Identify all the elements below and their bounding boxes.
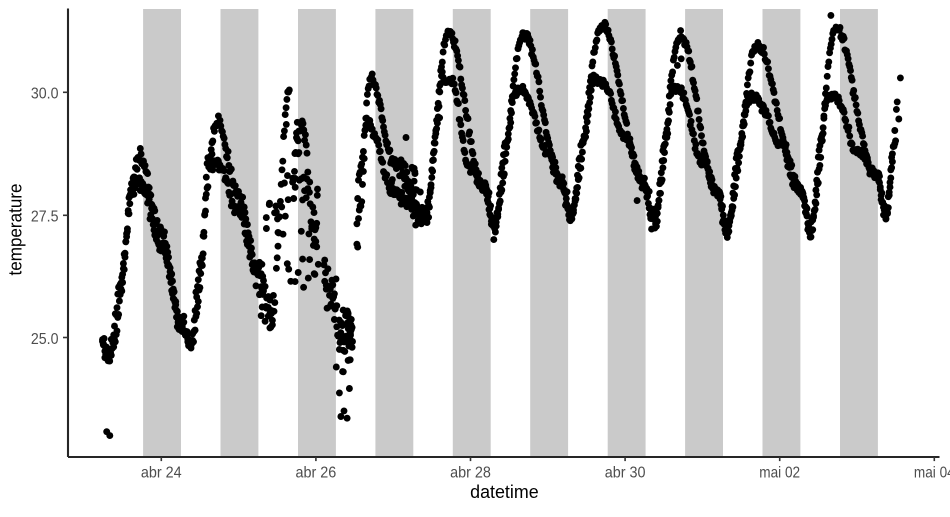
svg-text:abr 30: abr 30 — [605, 465, 646, 482]
svg-text:datetime: datetime — [470, 482, 539, 502]
svg-text:abr 24: abr 24 — [141, 465, 182, 482]
svg-text:mai 04: mai 04 — [914, 465, 950, 482]
svg-text:27.5: 27.5 — [31, 209, 59, 226]
svg-text:25.0: 25.0 — [31, 331, 59, 348]
svg-text:mai 02: mai 02 — [759, 465, 800, 482]
svg-text:30.0: 30.0 — [31, 86, 59, 103]
svg-text:abr 28: abr 28 — [450, 465, 491, 482]
svg-text:temperature: temperature — [6, 184, 26, 276]
svg-text:abr 26: abr 26 — [296, 465, 337, 482]
